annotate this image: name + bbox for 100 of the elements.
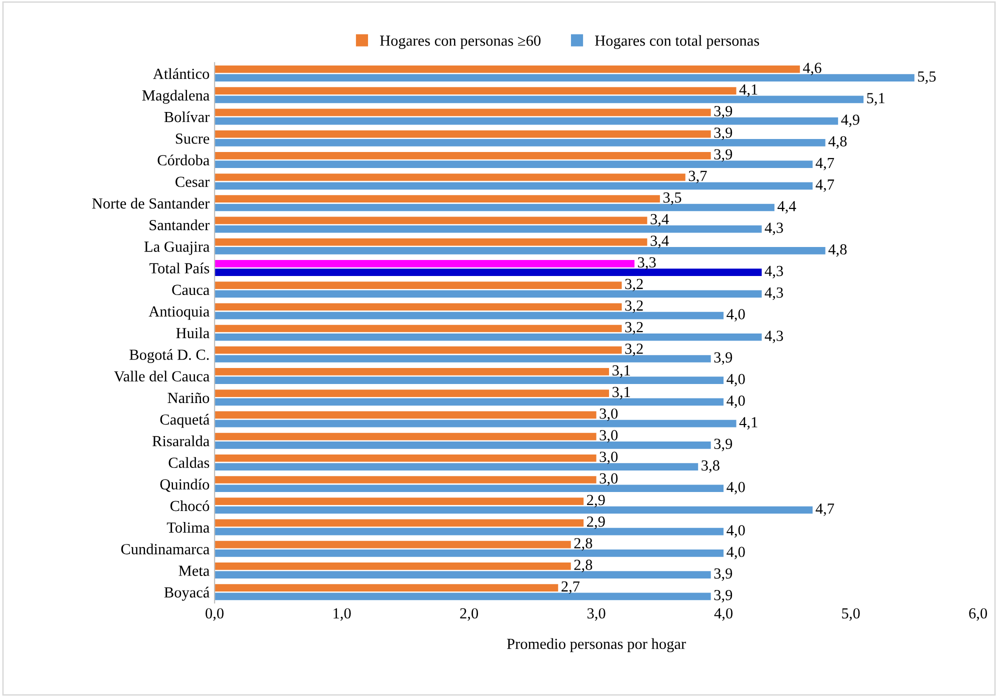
y-tick-label: Caquetá: [160, 414, 210, 428]
bar: [214, 303, 622, 311]
data-label: 3,8: [702, 460, 720, 473]
legend-label: Hogares con personas ≥60: [380, 36, 541, 49]
bar: [214, 484, 724, 492]
y-tick-label: Santander: [150, 219, 210, 230]
y-tick-label: Quindío: [160, 478, 210, 492]
bar: [214, 324, 622, 332]
y-tick-label: Sucre: [176, 134, 210, 144]
data-label: 3,9: [714, 106, 732, 118]
data-label: 3,2: [625, 278, 643, 292]
data-label: 3,4: [650, 236, 669, 248]
data-label: 3,2: [625, 322, 643, 335]
data-label: 3,9: [714, 590, 732, 602]
bar: [214, 454, 596, 462]
bar: [214, 333, 762, 341]
bar: [214, 411, 596, 419]
y-tick-label: Bolívar: [164, 111, 210, 122]
bar: [214, 66, 800, 73]
y-tick-label: Boyacá: [164, 586, 210, 601]
data-label: 4,1: [739, 417, 758, 430]
data-label: 3,9: [714, 149, 732, 162]
data-label: 5,5: [918, 72, 936, 84]
y-tick-label: Chocó: [170, 500, 210, 512]
bar: [214, 368, 610, 376]
y-tick-label: Cesar: [176, 176, 210, 188]
legend-label: Hogares con total personas: [595, 35, 760, 49]
bar: [214, 390, 610, 397]
x-tick-label: 2,0: [460, 608, 478, 621]
x-tick-label: 4,0: [714, 608, 733, 621]
data-label: 4,0: [726, 482, 745, 494]
bar: [214, 117, 838, 125]
data-label: 4,1: [739, 84, 758, 97]
data-label: 3,1: [612, 386, 630, 400]
y-tick-label: Meta: [178, 566, 210, 576]
bar: [214, 204, 774, 212]
x-tick-label: 1,0: [334, 608, 351, 621]
data-label: 4,0: [726, 546, 745, 560]
data-label: 3,5: [663, 192, 682, 205]
bar: [214, 519, 584, 527]
y-tick-label: Magdalena: [142, 90, 210, 104]
data-label: 3,1: [612, 365, 630, 378]
bar: [214, 282, 622, 289]
y-tick-label: Nariño: [168, 392, 210, 404]
data-label: 4,8: [828, 136, 847, 149]
bar: [214, 290, 762, 298]
y-tick-label: Tolima: [166, 522, 210, 533]
data-label: 4,0: [726, 374, 745, 386]
bar: [214, 398, 724, 406]
bar: [214, 268, 762, 276]
y-tick-label: Huila: [176, 328, 210, 338]
bar: [214, 540, 571, 548]
data-label: 4,8: [828, 244, 847, 257]
data-label: 3,0: [600, 408, 618, 421]
bar: [214, 432, 596, 440]
data-label: 2,7: [562, 581, 580, 594]
bar: [214, 420, 736, 428]
data-label: 4,7: [816, 158, 834, 170]
y-tick-label: Caldas: [168, 457, 210, 468]
data-label: 4,0: [726, 309, 745, 322]
y-tick-label: Cundinamarca: [121, 544, 210, 554]
bar: [214, 139, 826, 146]
bar: [214, 108, 711, 116]
bar: [214, 355, 711, 362]
bar: [214, 174, 686, 181]
bar: [214, 506, 813, 514]
bar: [214, 476, 596, 484]
bar: [214, 182, 813, 190]
data-label: 3,2: [625, 344, 643, 356]
bar: [214, 96, 864, 104]
bar: [214, 571, 711, 578]
data-label: 3,9: [714, 438, 732, 452]
y-tick-label: Córdoba: [158, 154, 210, 166]
bar: [214, 247, 826, 254]
data-label: 4,3: [764, 222, 783, 236]
data-label: 2,9: [587, 494, 605, 508]
bar: [214, 528, 724, 536]
bar: [214, 216, 648, 224]
x-tick-label: 6,0: [969, 608, 988, 621]
data-label: 4,7: [816, 504, 834, 516]
bar: [214, 160, 813, 168]
data-label: 3,9: [714, 352, 732, 365]
data-label: 4,9: [841, 114, 860, 128]
data-label: 4,3: [764, 287, 783, 300]
data-label: 2,8: [574, 560, 592, 572]
data-label: 3,0: [600, 452, 618, 464]
data-label: 3,7: [688, 170, 707, 184]
data-label: 3,4: [650, 214, 669, 226]
y-tick-label: Valle del Cauca: [114, 370, 210, 382]
y-tick-label: Cauca: [172, 284, 210, 296]
x-tick-label: 0,0: [206, 608, 224, 621]
bar: [214, 562, 571, 570]
data-label: 3,0: [600, 430, 618, 443]
bar: [214, 376, 724, 384]
y-tick-label: La Guajira: [144, 242, 210, 255]
bar: [214, 312, 724, 320]
data-label: 4,4: [778, 201, 796, 214]
y-tick-label: Bogotá D. C.: [130, 349, 209, 364]
data-label: 4,0: [726, 525, 745, 538]
y-tick-label: Antioquia: [148, 306, 210, 320]
